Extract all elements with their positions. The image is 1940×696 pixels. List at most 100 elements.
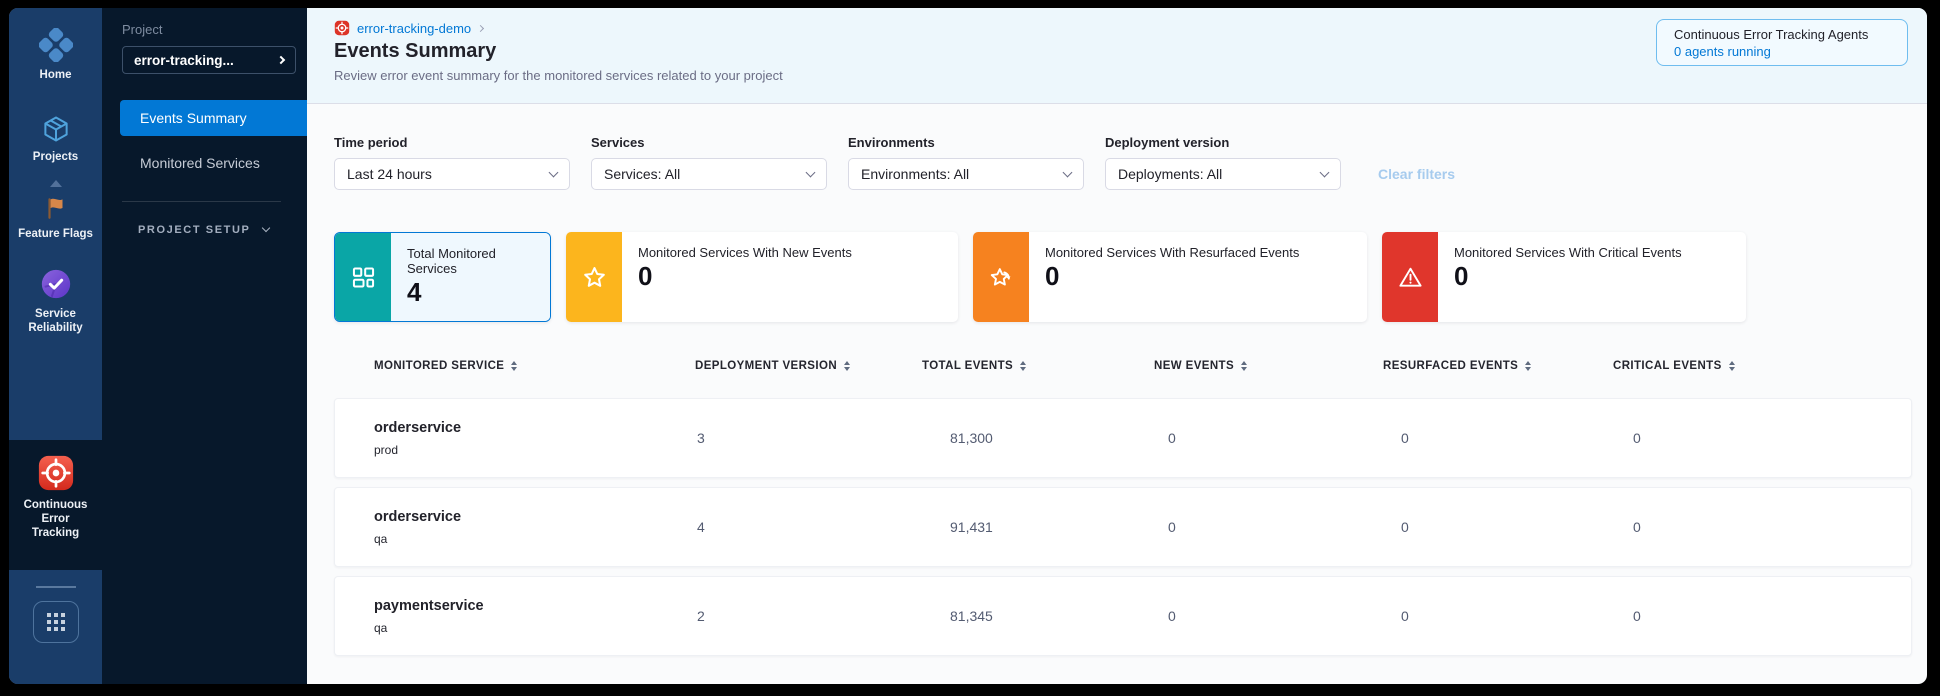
new-events-cell: 0 [1168,430,1176,446]
filter-environments: Environments Environments: All [848,135,1084,190]
project-setup-toggle[interactable]: PROJECT SETUP [138,223,291,236]
sort-icon [844,361,851,371]
sidebar-item-continuous-error-tracking[interactable]: Continuous Error Tracking [9,440,102,570]
dropdown-value: Last 24 hours [347,166,432,182]
sidebar-item-projects[interactable]: Projects [9,106,102,172]
filter-bar: Time period Last 24 hours Services Servi… [334,135,1927,190]
sidebar-item-feature-flags[interactable]: Feature Flags [9,193,102,249]
deployment-version-cell: 3 [697,430,705,446]
flag-icon [47,198,62,219]
main-content: error-tracking-demo Events Summary Revie… [307,8,1927,684]
filter-label: Services [591,135,645,150]
module-sidebar-footer [9,570,102,684]
nav-item-events-summary[interactable]: Events Summary [120,100,307,136]
project-section-label: Project [122,22,163,37]
summary-cards: Total Monitored Services 4 Monitored Ser… [334,232,1927,322]
service-environment: prod [374,442,399,457]
chevron-down-icon [805,167,816,177]
chevron-down-icon [261,223,270,232]
column-header-new-events[interactable]: NEW EVENTS [1154,360,1383,372]
resurfaced-events-cell: 0 [1401,608,1409,624]
table-row[interactable]: orderservice prod 3 81,300 0 0 0 [334,398,1912,478]
card-body: Monitored Services With Critical Events … [1438,232,1746,322]
column-header-deployment-version[interactable]: DEPLOYMENT VERSION [695,360,922,372]
table-row[interactable]: paymentservice qa 2 81,345 0 0 0 [334,576,1912,656]
card-value: 4 [407,277,422,307]
service-name: orderservice [374,419,462,436]
project-selector[interactable]: error-tracking... [122,46,296,74]
card-body: Monitored Services With Resurfaced Event… [1029,232,1367,322]
card-body: Total Monitored Services 4 [391,233,550,321]
card-value: 0 [1454,261,1469,291]
chevron-down-icon [1319,167,1330,177]
deployment-version-cell: 4 [697,519,705,535]
agents-panel[interactable]: Continuous Error Tracking Agents 0 agent… [1656,19,1908,66]
star-refresh-icon [990,267,1010,286]
filter-label: Environments [848,135,935,150]
column-header-total-events[interactable]: TOTAL EVENTS [922,360,1154,372]
sidebar-item-label: Continuous Error Tracking [23,499,88,539]
breadcrumb-project-link[interactable]: error-tracking-demo [357,20,472,36]
nav-item-label: Events Summary [140,110,247,126]
clear-filters-button[interactable]: Clear filters [1378,166,1456,182]
project-nav-divider [122,201,281,202]
card-label: Monitored Services With Resurfaced Event… [1045,245,1300,260]
deployments-dropdown[interactable]: Deployments: All [1105,158,1341,190]
module-sidebar: Home Projects Feature Flags [9,8,102,684]
sort-icon [1525,361,1532,371]
critical-events-cell: 0 [1633,608,1641,624]
service-name: orderservice [374,508,462,525]
page-subtitle: Review error event summary for the monit… [334,68,783,83]
card-label: Monitored Services With Critical Events [1454,245,1682,260]
table-row[interactable]: orderservice qa 4 91,431 0 0 0 [334,487,1912,567]
card-label: Total Monitored Services [407,246,496,276]
service-environment: qa [374,620,388,635]
card-critical-events[interactable]: Monitored Services With Critical Events … [1382,232,1746,322]
card-value: 0 [1045,261,1060,291]
service-environment: qa [374,531,388,546]
warning-triangle-icon [1398,267,1422,287]
column-header-monitored-service[interactable]: MONITORED SERVICE [334,360,695,372]
total-events-cell: 91,431 [950,519,993,535]
dropdown-value: Environments: All [861,166,970,182]
project-selector-value: error-tracking... [134,52,234,68]
table-header: MONITORED SERVICE DEPLOYMENT VERSION TOT… [334,360,1912,372]
chevron-right-icon [276,55,286,65]
card-accent-block [973,232,1029,322]
nav-item-monitored-services[interactable]: Monitored Services [102,145,307,181]
error-tracking-target-icon [38,455,73,491]
card-accent-block [1382,232,1438,322]
time-period-dropdown[interactable]: Last 24 hours [334,158,570,190]
agents-running-link: 0 agents running [1674,44,1771,59]
scroll-up-icon[interactable] [49,180,62,187]
deployment-version-cell: 2 [697,608,705,624]
service-cell: orderservice prod [335,420,695,457]
grid-tiles-icon [352,266,374,288]
chevron-down-icon [1062,167,1073,177]
column-header-resurfaced-events[interactable]: RESURFACED EVENTS [1383,360,1613,372]
sort-icon [511,361,518,371]
reliability-check-icon [41,269,70,299]
new-events-cell: 0 [1168,519,1176,535]
service-cell: paymentservice qa [335,598,695,635]
environments-dropdown[interactable]: Environments: All [848,158,1084,190]
column-header-critical-events[interactable]: CRITICAL EVENTS [1613,360,1912,372]
all-modules-button[interactable] [32,601,79,643]
chevron-right-icon [477,24,485,32]
breadcrumb: error-tracking-demo [334,8,1927,36]
grid-dots-icon [46,613,65,631]
filter-services: Services Services: All [591,135,827,190]
resurfaced-events-cell: 0 [1401,430,1409,446]
sidebar-item-service-reliability[interactable]: Service Reliability [9,259,102,343]
filter-time-period: Time period Last 24 hours [334,135,570,190]
card-total-monitored-services[interactable]: Total Monitored Services 4 [334,232,551,322]
filter-deployment-version: Deployment version Deployments: All [1105,135,1341,190]
service-cell: orderservice qa [335,509,695,546]
sidebar-item-home[interactable]: Home [9,20,102,90]
services-dropdown[interactable]: Services: All [591,158,827,190]
card-new-events[interactable]: Monitored Services With New Events 0 [566,232,958,322]
dropdown-value: Services: All [604,166,681,182]
filter-label: Deployment version [1105,135,1230,150]
card-accent-block [566,232,622,322]
card-resurfaced-events[interactable]: Monitored Services With Resurfaced Event… [973,232,1367,322]
